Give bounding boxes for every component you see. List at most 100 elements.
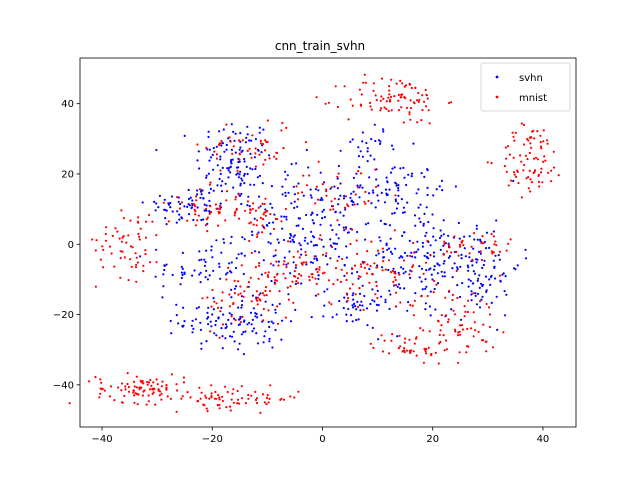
data-point [248,321,251,324]
data-point [207,130,210,133]
data-point [120,389,123,392]
data-point [249,167,252,170]
data-point [461,282,464,285]
data-point [220,144,223,147]
data-point [230,162,233,165]
data-point [322,315,325,318]
data-point [478,286,481,289]
data-point [226,167,229,170]
data-point [464,255,467,258]
data-point [289,240,292,243]
data-point [390,78,393,81]
data-point [254,138,257,141]
data-point [524,257,528,260]
data-point [442,253,446,256]
data-point [351,294,354,297]
data-point [286,286,289,289]
data-point [475,303,478,306]
data-point [223,150,226,153]
data-point [347,205,350,208]
data-point [216,184,219,187]
data-point [366,263,369,266]
data-point [209,187,212,190]
data-point [335,242,339,245]
data-point [451,298,454,302]
data-point [163,268,166,272]
data-point [137,232,140,236]
data-point [180,271,183,274]
data-point [363,200,366,203]
data-point [210,394,213,397]
data-point [179,283,182,286]
data-point [264,208,267,211]
data-point [458,324,462,327]
data-point [302,261,305,264]
data-point [467,278,470,281]
data-point [138,235,141,238]
data-point [254,266,257,269]
data-point [358,166,361,169]
data-point [218,265,221,268]
data-point [404,97,407,100]
data-point [284,191,287,194]
data-point [287,298,290,301]
data-point [254,147,257,150]
data-point [523,163,526,167]
data-point [358,275,361,278]
data-point [257,149,260,152]
data-point [135,280,138,283]
data-point [364,190,367,193]
data-point [361,284,364,287]
data-point [516,264,519,267]
data-point [394,247,397,250]
data-point [520,122,523,125]
data-point [191,199,194,202]
data-point [372,346,375,349]
data-point [339,182,342,185]
data-point [300,253,303,256]
data-point [232,401,235,404]
data-point [364,81,367,84]
data-point [403,347,406,350]
data-point [409,118,412,121]
data-point [317,160,320,163]
data-point [243,254,246,257]
data-point [536,130,539,133]
data-point [148,388,152,391]
data-point [397,186,400,190]
data-point [379,142,382,145]
data-point [316,270,319,274]
data-point [254,398,258,402]
data-point [179,202,182,206]
data-point [396,285,399,288]
data-point [227,167,230,170]
data-point [145,403,148,406]
data-point [215,334,218,337]
data-point [235,208,238,212]
data-point [258,126,261,129]
data-point [243,238,246,241]
data-point [363,261,366,264]
data-point [136,261,139,264]
data-point [353,203,356,206]
data-point [384,301,387,304]
data-point [402,259,406,262]
data-point [267,275,270,278]
data-point [209,205,212,208]
data-point [203,258,206,261]
data-point [498,274,501,277]
data-point [398,334,401,337]
data-point [391,269,394,273]
data-point [124,388,127,391]
data-point [422,329,425,332]
data-point [378,236,381,239]
data-point [215,157,218,160]
data-point [94,285,97,288]
data-point [411,265,414,269]
data-point [432,255,436,258]
data-point [393,229,396,232]
data-point [296,198,300,201]
data-point [219,202,222,205]
data-point [250,323,253,326]
data-point [285,215,288,218]
